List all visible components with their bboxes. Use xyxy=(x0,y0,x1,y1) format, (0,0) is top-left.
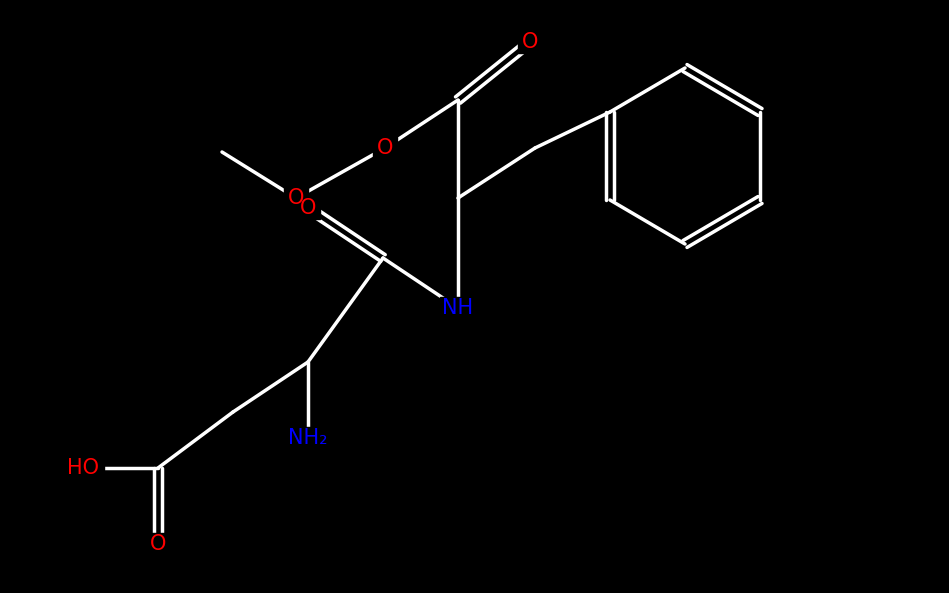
Bar xyxy=(296,197,320,219)
Bar xyxy=(440,297,476,319)
Text: O: O xyxy=(288,188,305,208)
Text: O: O xyxy=(522,32,538,52)
Bar xyxy=(146,533,170,555)
Bar xyxy=(284,187,308,209)
Text: O: O xyxy=(377,138,393,158)
Bar xyxy=(373,137,397,159)
Text: O: O xyxy=(150,534,166,554)
Text: O: O xyxy=(300,198,316,218)
Bar xyxy=(287,427,329,449)
Bar xyxy=(518,31,542,53)
Bar xyxy=(62,457,104,479)
Text: NH₂: NH₂ xyxy=(288,428,327,448)
Text: HO: HO xyxy=(67,458,99,478)
Text: NH: NH xyxy=(442,298,474,318)
